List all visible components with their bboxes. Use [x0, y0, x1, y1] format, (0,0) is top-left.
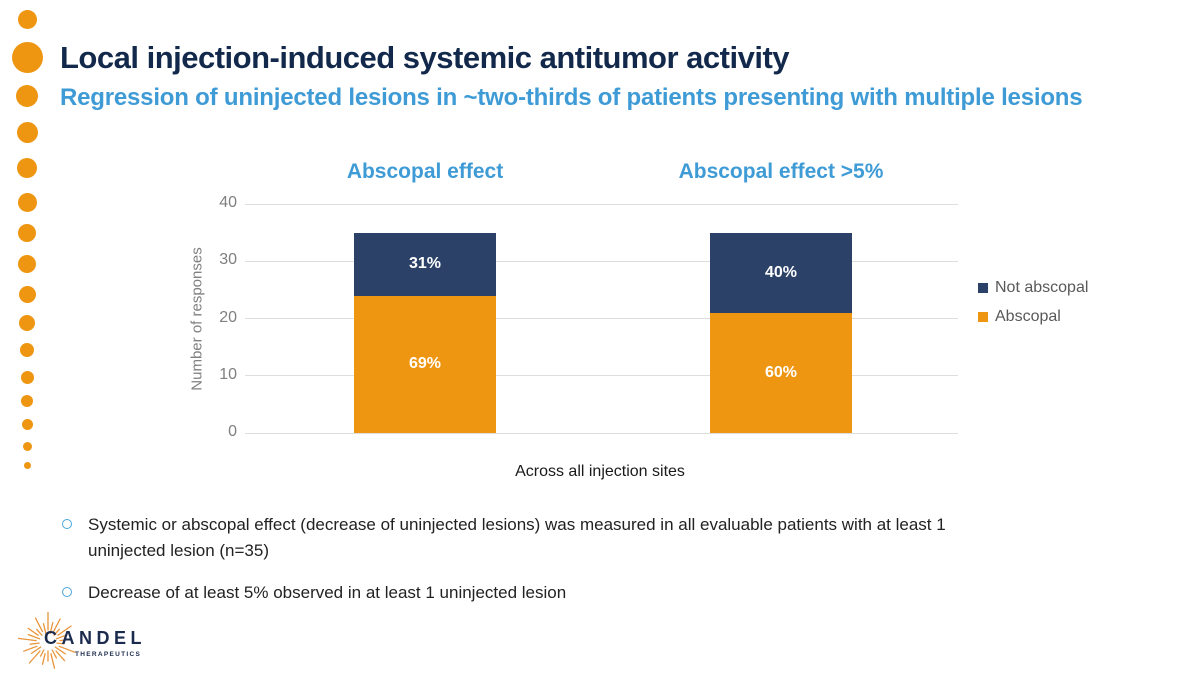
gridline: [245, 260, 958, 262]
decorative-dot: [17, 192, 37, 212]
decorative-dot: [20, 343, 34, 357]
bar-percentage-label: 31%: [408, 255, 442, 273]
page-title: Local injection-induced systemic antitum…: [60, 40, 790, 75]
decorative-dot: [18, 285, 36, 303]
y-axis-tick-label: 40: [219, 194, 237, 211]
bar-percentage-label: 69%: [408, 355, 442, 373]
candel-therapeutics-logo: CANDEL THERAPEUTICS: [16, 608, 186, 674]
decorative-dot: [17, 9, 37, 29]
decorative-dot: [17, 158, 37, 178]
bullet-list: Systemic or abscopal effect (decrease of…: [62, 512, 980, 622]
y-axis-tick-label: 10: [219, 365, 237, 383]
decorative-dot: [16, 85, 38, 107]
decorative-dot: [18, 255, 36, 273]
decorative-dot: [19, 315, 35, 331]
legend-item-abscopal: Abscopal: [978, 306, 1088, 327]
y-axis-tick-label: 0: [228, 423, 237, 440]
bar-segment-abscopal: 60%: [710, 312, 852, 433]
legend-swatch-orange-icon: [978, 311, 988, 322]
logo-sub-brand-text: THERAPEUTICS: [75, 651, 142, 658]
decorative-dot: [18, 224, 36, 242]
legend-swatch-navy-icon: [978, 282, 988, 293]
bullet-text: Decrease of at least 5% observed in at l…: [88, 583, 567, 602]
decorative-dot: [22, 441, 32, 451]
y-axis-tick-label: 20: [219, 308, 237, 326]
gridline: [245, 203, 958, 205]
legend-item-not-abscopal: Not abscopal: [978, 277, 1088, 298]
legend-label: Not abscopal: [995, 278, 1089, 296]
list-item: Decrease of at least 5% observed in at l…: [62, 580, 980, 606]
decorative-dot-column: [0, 0, 60, 480]
chart-title-abscopal-effect: Abscopal effect: [346, 160, 504, 183]
bullet-circle-icon: [62, 587, 72, 597]
chart-legend: Not abscopal Abscopal: [978, 277, 1088, 335]
decorative-dot: [11, 41, 43, 73]
legend-label: Abscopal: [995, 307, 1061, 325]
bullet-circle-icon: [62, 519, 72, 529]
bar-segment-abscopal: 69%: [354, 295, 496, 433]
bar-percentage-label: 40%: [764, 263, 798, 281]
page-subtitle: Regression of uninjected lesions in ~two…: [60, 84, 1083, 111]
gridline: [245, 375, 958, 377]
gridline: [245, 318, 958, 319]
gridline: [245, 432, 958, 434]
decorative-dot: [20, 370, 34, 384]
bar-segment-not-abscopal: 31%: [354, 232, 496, 296]
sunburst-icon: [18, 612, 76, 669]
logo-brand-text: CANDEL: [44, 628, 146, 648]
plot-area: 69% 31% 60% 40%: [245, 203, 958, 434]
chart-title-abscopal-effect-gt5: Abscopal effect >5%: [678, 160, 884, 183]
list-item: Systemic or abscopal effect (decrease of…: [62, 512, 980, 564]
y-axis-tick-label: 30: [219, 251, 237, 269]
bar-percentage-label: 60%: [764, 363, 798, 381]
bullet-text: Systemic or abscopal effect (decrease of…: [88, 515, 946, 560]
decorative-dot: [21, 395, 33, 407]
decorative-dot: [23, 461, 31, 469]
bar-segment-not-abscopal: 40%: [710, 232, 852, 313]
x-axis-note: Across all injection sites: [515, 463, 685, 480]
decorative-dot: [21, 418, 33, 430]
decorative-dot: [16, 121, 38, 143]
